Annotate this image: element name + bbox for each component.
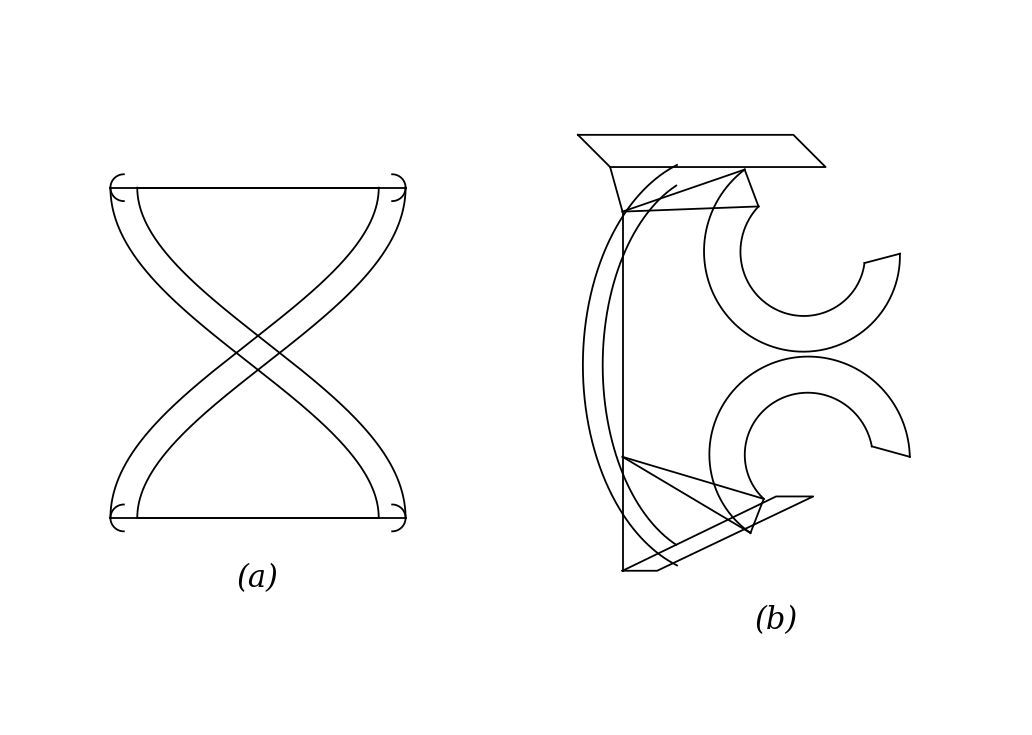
Text: (b): (b): [754, 606, 798, 637]
Text: (a): (a): [237, 563, 279, 595]
